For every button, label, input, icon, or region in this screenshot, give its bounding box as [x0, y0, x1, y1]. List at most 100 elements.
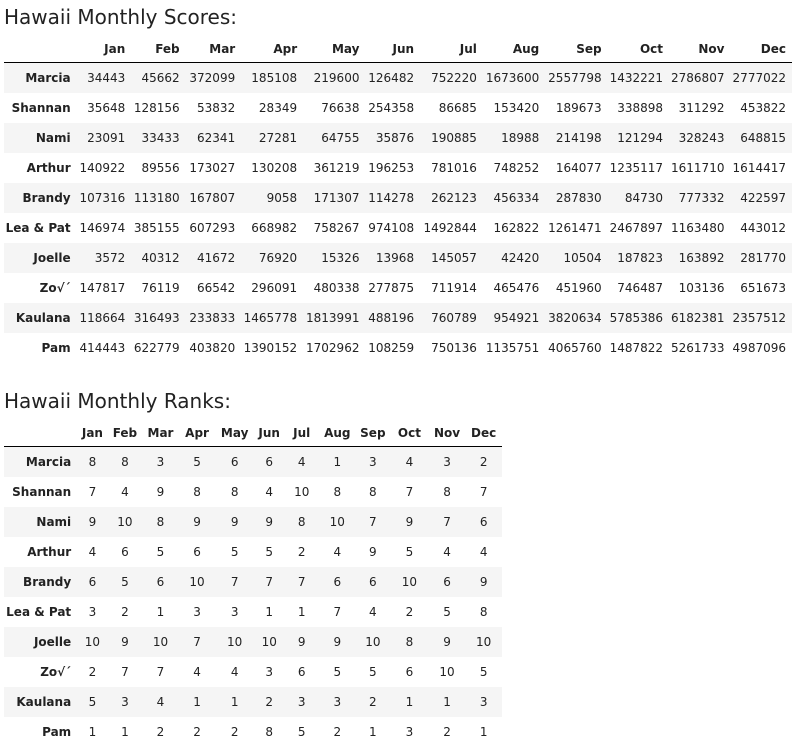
table-cell: 1 [230, 695, 239, 709]
table-cell: 10 [401, 575, 418, 589]
table-cell: 146974 [79, 221, 126, 235]
row-label: Joelle [33, 251, 71, 265]
table-cell: 3 [193, 605, 201, 619]
row-label: Arthur [26, 161, 71, 175]
table-cell: 107316 [79, 191, 126, 205]
table-row: Marcia 34443 45662 372099 185108 219600 126482… [4, 62, 792, 93]
table-cell: 2 [156, 725, 165, 739]
table-cell: 758267 [313, 221, 360, 235]
table-cell: 233833 [189, 311, 236, 325]
table-cell: 2 [88, 665, 97, 679]
table-cell: 10 [152, 635, 169, 649]
table-cell: 28349 [258, 101, 298, 115]
table-row: Joelle 3572 40312 41672 76920 15326 13968 14505… [4, 243, 792, 273]
table-cell: 1813991 [306, 311, 360, 325]
table-cell: 9 [369, 545, 377, 559]
table-cell: 76638 [321, 101, 360, 115]
corner-header-cell [4, 420, 78, 447]
table-row: Pam 1 1 2 2 2 8 5 2 1 3 2 1 [4, 717, 502, 747]
table-row: Zo√´ 2 7 7 4 4 3 6 5 5 6 10 5 [4, 657, 502, 687]
table-cell: 10 [189, 575, 205, 589]
table-row: Nami 23091 33433 62341 27281 64755 35876 190885… [4, 123, 792, 153]
table-cell: 6 [443, 575, 451, 589]
table-row: Kaulana 5 3 4 1 1 2 3 3 2 1 1 3 [4, 687, 502, 717]
column-header: Mar [142, 420, 179, 447]
table-cell: 2 [193, 725, 201, 739]
table-cell: 84730 [624, 191, 664, 205]
column-header: May [303, 36, 366, 63]
column-header: Jan [76, 36, 132, 63]
column-header: Nov [428, 420, 466, 447]
table-cell: 2 [265, 695, 274, 709]
table-cell: 746487 [617, 281, 664, 295]
table-row: Arthur 140922 89556 173027 130208 361219 19625… [4, 153, 792, 183]
table-cell: 7 [333, 605, 342, 619]
table-cell: 41672 [197, 251, 236, 265]
table-cell: 4 [121, 485, 129, 499]
table-cell: 10 [439, 665, 455, 679]
table-cell: 8 [297, 515, 306, 529]
table-cell: 23091 [87, 131, 126, 145]
table-cell: 196253 [368, 161, 415, 175]
table-cell: 9 [479, 575, 488, 589]
table-cell: 760789 [431, 311, 477, 325]
table-row: Shannan 35648 128156 53832 28349 76638 254358 8… [4, 93, 792, 123]
row-label: Shannan [12, 485, 72, 499]
column-header: Apr [241, 36, 304, 63]
table-cell: 451960 [555, 281, 602, 295]
table-cell: 9 [443, 635, 451, 649]
table-cell: 162822 [493, 221, 540, 235]
table-cell: 2 [405, 605, 414, 619]
table-cell: 4 [297, 455, 306, 469]
table-cell: 277875 [368, 281, 415, 295]
table-cell: 53832 [197, 101, 236, 115]
table-cell: 2 [230, 725, 239, 739]
table-cell: 8 [230, 485, 239, 499]
table-cell: 1673600 [485, 71, 540, 85]
table-cell: 7 [193, 635, 201, 649]
table-cell: 1 [443, 695, 451, 709]
table-cell: 114278 [368, 191, 415, 205]
table-cell: 76119 [141, 281, 180, 295]
table-cell: 10 [227, 635, 243, 649]
table-row: Zo√´ 147817 76119 66542 296091 480338 277875 71… [4, 273, 792, 303]
table-cell: 7 [121, 665, 129, 679]
table-cell: 118664 [79, 311, 126, 325]
row-label: Pam [42, 725, 72, 739]
table-cell: 1163480 [671, 221, 725, 235]
table-cell: 7 [156, 665, 165, 679]
table-cell: 622779 [133, 341, 180, 355]
table-cell: 171307 [313, 191, 360, 205]
table-cell: 1614417 [732, 161, 786, 175]
table-cell: 3 [88, 605, 97, 619]
column-header: May [215, 420, 254, 447]
table-cell: 3 [121, 695, 129, 709]
table-cell: 262123 [431, 191, 477, 205]
table-cell: 1465778 [243, 311, 298, 325]
table-cell: 5 [88, 695, 97, 709]
table-cell: 35876 [375, 131, 415, 145]
row-label: Nami [35, 131, 71, 145]
table-cell: 748252 [493, 161, 540, 175]
table-cell: 3820634 [548, 311, 602, 325]
table-cell: 8 [405, 635, 414, 649]
table-cell: 219600 [313, 71, 360, 85]
table-row: Joelle 10 9 10 7 10 10 9 9 10 8 9 10 [4, 627, 502, 657]
column-header: Jun [365, 36, 421, 63]
table-cell: 10 [365, 635, 381, 649]
table-cell: 1611710 [671, 161, 725, 175]
table-cell: 10 [294, 485, 310, 499]
table-cell: 45662 [141, 71, 180, 85]
table-cell: 163892 [678, 251, 725, 265]
table-cell: 4 [333, 545, 342, 559]
table-cell: 4 [156, 695, 165, 709]
table-cell: 126482 [368, 71, 415, 85]
table-cell: 6 [265, 455, 274, 469]
row-label: Zo√´ [39, 281, 71, 295]
row-label: Kaulana [15, 311, 71, 325]
table-cell: 3 [369, 455, 377, 469]
table-row: Lea & Pat 146974 385155 607293 668982 758267 9… [4, 213, 792, 243]
table-row: Marcia 8 8 3 5 6 6 4 1 3 4 3 2 [4, 446, 502, 477]
table-cell: 6 [230, 455, 239, 469]
table-cell: 76920 [258, 251, 298, 265]
